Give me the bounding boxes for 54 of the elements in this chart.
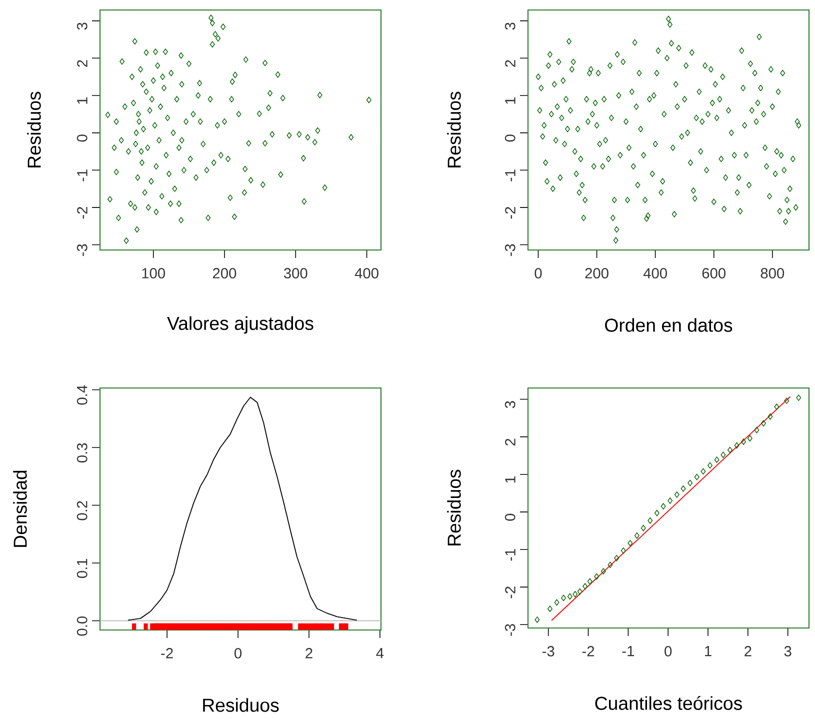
y-tick-label: 2 (505, 438, 516, 446)
y-tick-label: -3 (504, 624, 516, 636)
y-tick-label: 0.4 (76, 385, 88, 405)
x-tick-label: 2 (744, 646, 752, 656)
y-axis-title: Residuos (27, 92, 41, 168)
x-tick-label: -3 (542, 646, 554, 656)
x-tick-label: -2 (582, 646, 594, 656)
y-tick-label: 2 (77, 60, 88, 67)
x-tick-label: 3 (784, 646, 792, 656)
x-tick-label: 200 (212, 268, 236, 278)
y-tick-label: 0.0 (76, 616, 88, 636)
y-tick-label: -2 (505, 586, 516, 598)
y-tick-label: 0 (76, 134, 88, 142)
y-tick-label: 1 (505, 476, 516, 483)
x-tick-label: -1 (622, 646, 634, 656)
x-tick-label: -2 (161, 648, 173, 658)
y-tick-label: -1 (77, 170, 88, 182)
x-tick-label: 300 (284, 268, 308, 278)
y-tick-label: -2 (77, 206, 88, 219)
y-tick-label: 1 (77, 97, 88, 104)
x-axis-title: Residuos (203, 698, 279, 712)
x-tick-label: 1 (705, 646, 712, 656)
x-axis-title: Valores ajustados (167, 316, 314, 334)
x-tick-label: 200 (585, 268, 608, 278)
y-tick-label: 3 (504, 22, 516, 30)
y-axis-title: Residuos (447, 92, 461, 168)
y-tick-label: 1 (505, 97, 516, 104)
y-tick-label: 0.3 (76, 443, 88, 462)
x-tick-label: 4 (376, 648, 384, 658)
y-tick-label: 2 (505, 60, 516, 67)
x-axis-title: Orden en datos (605, 318, 732, 332)
x-tick-label: 400 (354, 268, 378, 278)
y-tick-label: 3 (76, 22, 88, 30)
y-tick-label: -2 (505, 206, 516, 219)
y-tick-label: -1 (505, 170, 516, 182)
y-tick-label: -3 (504, 244, 516, 256)
y-tick-label: -1 (505, 549, 516, 561)
y-axis-title: Densidad (13, 470, 27, 547)
y-tick-label: 0 (504, 134, 516, 142)
x-tick-label: 600 (702, 268, 726, 278)
y-tick-label: 0 (504, 514, 516, 521)
x-tick-label: 0 (664, 646, 672, 656)
x-tick-label: 0 (234, 648, 242, 658)
x-tick-label: 800 (760, 268, 784, 278)
x-tick-label: 100 (142, 268, 165, 278)
y-axis-title: Residuos (447, 470, 461, 546)
x-tick-label: 400 (643, 268, 667, 278)
x-tick-label: 2 (306, 648, 312, 658)
x-axis-title: Cuantiles teóricos (595, 696, 742, 710)
y-tick-label: -3 (76, 244, 88, 256)
y-tick-label: 3 (504, 401, 516, 408)
x-tick-label: 0 (534, 268, 542, 278)
y-tick-label: 0.1 (76, 558, 88, 578)
y-tick-label: 0.2 (76, 501, 88, 520)
